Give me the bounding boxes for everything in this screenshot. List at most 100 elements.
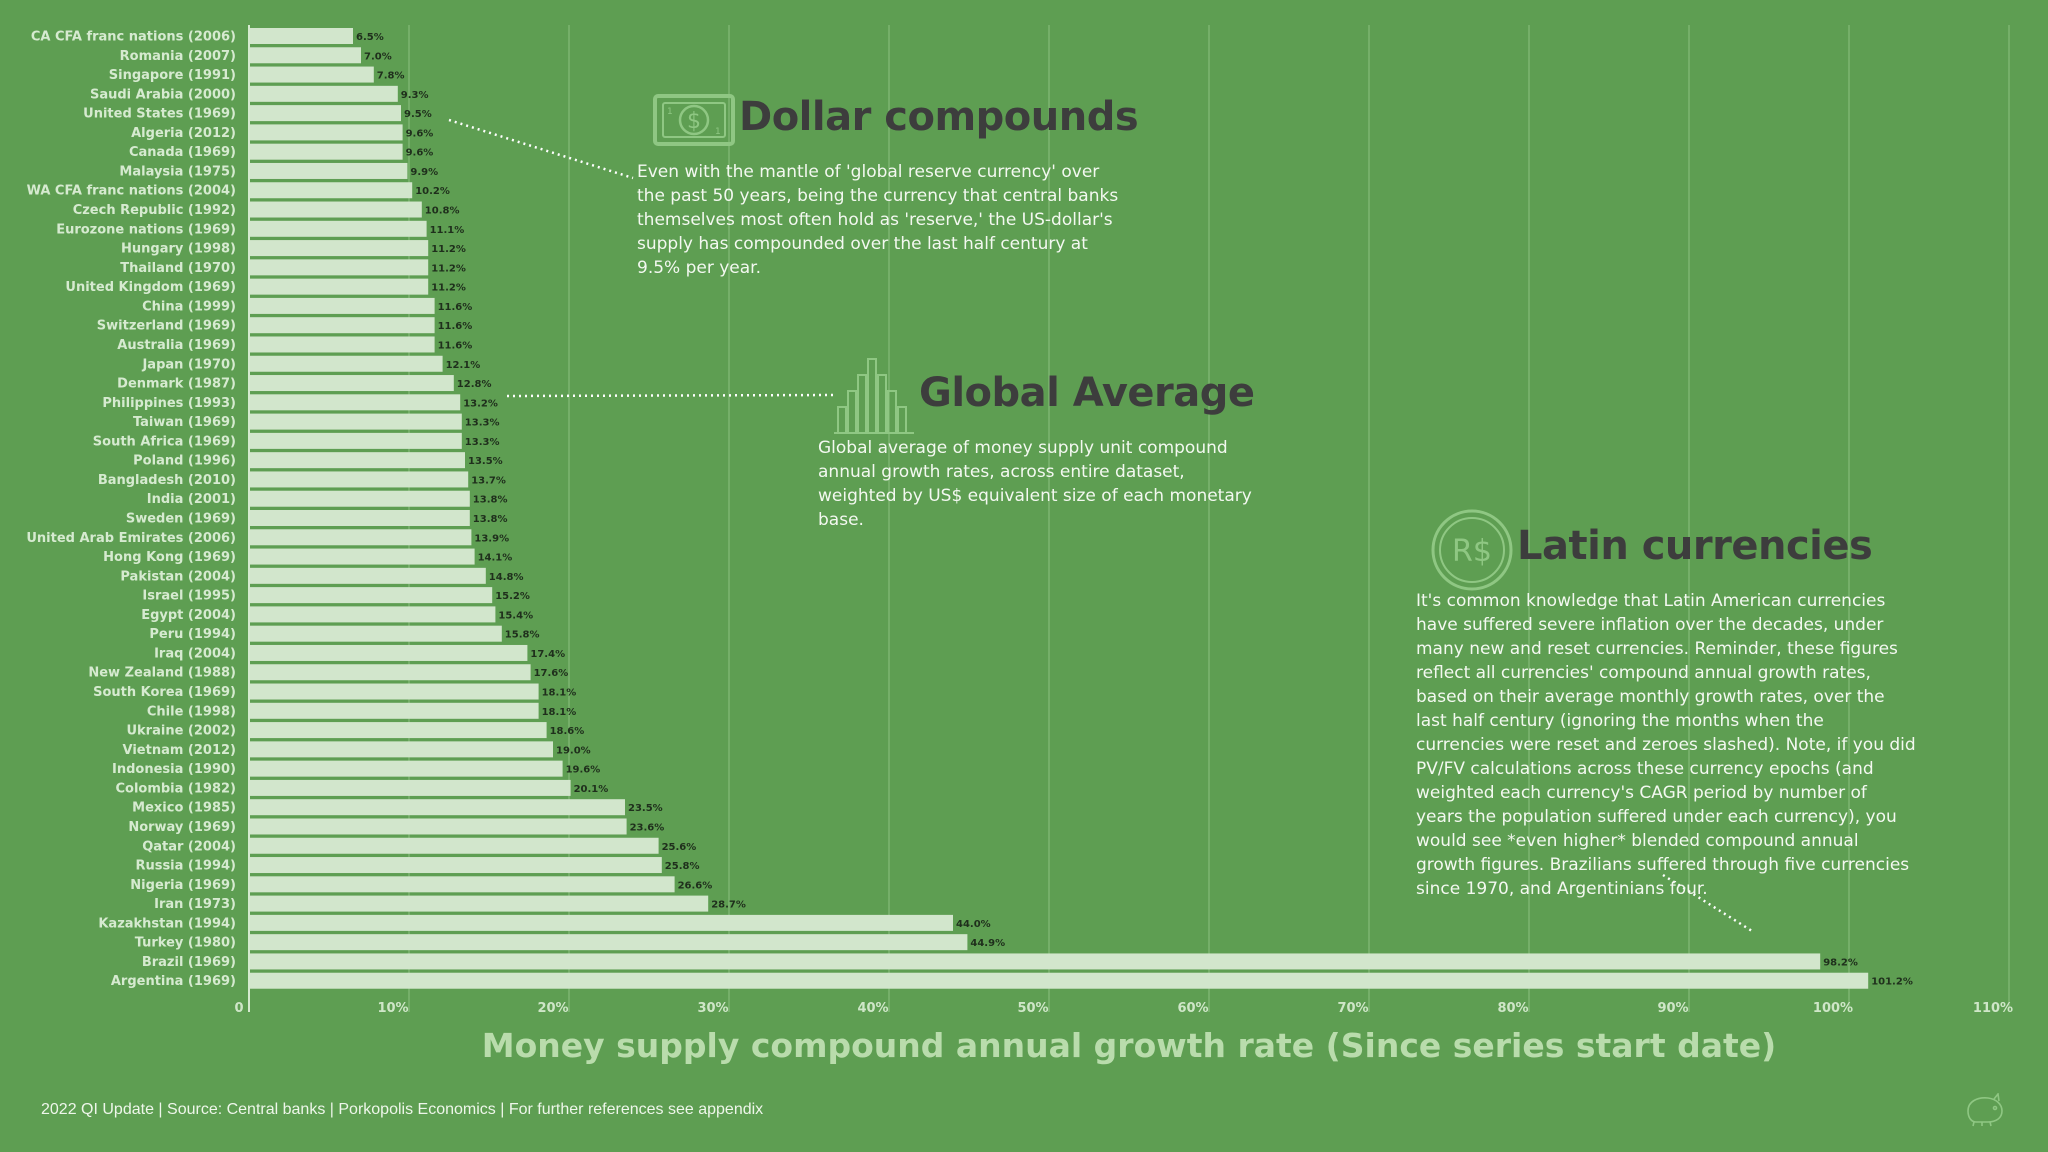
bar [249, 857, 662, 874]
bar [249, 432, 462, 449]
x-tick-label: 90% [1657, 1001, 1688, 1016]
category-label: South Africa (1969) [93, 434, 236, 449]
bar [249, 105, 401, 122]
category-label: Australia (1969) [117, 338, 236, 353]
value-label: 18.1% [542, 688, 577, 699]
x-tick-label: 100% [1813, 1001, 1853, 1016]
value-label: 13.7% [471, 475, 506, 486]
category-label: Iran (1973) [154, 897, 236, 912]
category-label: United Arab Emirates (2006) [26, 531, 236, 546]
category-label: Saudi Arabia (2000) [90, 87, 236, 102]
category-label: Qatar (2004) [142, 839, 236, 854]
category-label: Thailand (1970) [120, 261, 236, 276]
category-label: Sweden (1969) [126, 512, 236, 527]
category-label: Iraq (2004) [154, 646, 236, 661]
category-label: United States (1969) [83, 107, 236, 122]
value-label: 15.4% [498, 610, 533, 621]
value-label: 28.7% [711, 900, 746, 911]
value-label: 101.2% [1871, 977, 1913, 988]
pig-logo-icon [1967, 1093, 2003, 1127]
bar [249, 143, 403, 160]
bar [249, 567, 486, 584]
category-label: Romania (2007) [120, 49, 236, 64]
value-label: 25.8% [665, 861, 700, 872]
value-label: 13.3% [465, 418, 500, 429]
value-label: 17.4% [530, 649, 565, 660]
bar [249, 702, 539, 719]
category-label: Hungary (1998) [121, 242, 236, 257]
value-label: 11.2% [431, 263, 466, 274]
bar [249, 818, 627, 835]
bar [249, 799, 625, 816]
x-tick-label: 40% [857, 1001, 888, 1016]
category-label: Hong Kong (1969) [103, 550, 236, 565]
bar [249, 953, 1821, 970]
category-label: Nigeria (1969) [130, 878, 236, 893]
svg-text:1: 1 [667, 107, 673, 117]
value-label: 9.3% [401, 90, 429, 101]
grid-lines [408, 25, 2010, 1012]
category-label: Norway (1969) [128, 820, 236, 835]
category-label: Singapore (1991) [109, 68, 236, 83]
bar [249, 510, 470, 526]
bar [249, 317, 435, 334]
bar [249, 259, 429, 276]
bar [249, 220, 427, 237]
bar [249, 644, 528, 661]
bar [249, 779, 571, 796]
x-tick-label: 50% [1017, 1001, 1048, 1016]
category-label: Poland (1996) [133, 454, 236, 469]
value-label: 13.2% [463, 398, 498, 409]
x-tick-label: 30% [697, 1001, 728, 1016]
svg-text:$: $ [687, 109, 701, 134]
value-label: 11.6% [438, 302, 473, 313]
value-label: 10.2% [415, 186, 450, 197]
category-label: China (1999) [142, 299, 236, 314]
value-label: 11.2% [431, 244, 466, 255]
category-label: Peru (1994) [149, 627, 236, 642]
bar [249, 355, 443, 372]
x-axis-title: Money supply compound annual growth rate… [481, 1026, 1777, 1065]
category-label: United Kingdom (1969) [65, 280, 236, 295]
x-tick-label: 0 [234, 1001, 243, 1016]
bar [249, 240, 429, 257]
bar [249, 182, 413, 199]
category-labels: CA CFA franc nations (2006) Romania (2007… [26, 30, 236, 990]
bar [249, 741, 553, 758]
value-label: 98.2% [1823, 957, 1858, 968]
value-label: 19.6% [566, 765, 601, 776]
dollar-connector-line [448, 118, 634, 180]
value-label: 15.2% [495, 591, 530, 602]
value-label: 7.0% [364, 51, 392, 62]
dollar-annotation-text: Even with the mantle of 'global reserve … [637, 162, 1119, 278]
category-label: Indonesia (1990) [112, 762, 236, 777]
value-label: 13.9% [474, 533, 509, 544]
value-label: 9.6% [406, 128, 434, 139]
value-label: 9.6% [406, 148, 434, 159]
category-label: Japan (1970) [141, 357, 236, 372]
value-label: 10.8% [425, 206, 460, 217]
x-tick-label: 20% [537, 1001, 568, 1016]
bar [249, 162, 408, 179]
bar [249, 934, 968, 951]
value-label: 11.6% [438, 321, 473, 332]
category-label: WA CFA franc nations (2004) [27, 184, 236, 199]
value-label: 11.2% [431, 283, 466, 294]
category-label: Mexico (1985) [132, 801, 236, 816]
bar [249, 297, 435, 314]
bar [249, 471, 469, 488]
value-label: 44.9% [970, 938, 1005, 949]
dollar-annotation-title: Dollar compounds [739, 94, 1139, 140]
bar [249, 336, 435, 353]
value-label: 7.8% [377, 71, 405, 82]
bar [249, 375, 454, 392]
bar [249, 664, 531, 681]
category-label: Brazil (1969) [142, 955, 236, 970]
category-label: Philippines (1993) [102, 396, 236, 411]
category-label: Russia (1994) [135, 859, 236, 874]
bar [249, 490, 470, 507]
category-label: New Zealand (1988) [88, 666, 236, 681]
bar [249, 452, 465, 469]
bars [249, 28, 1869, 989]
